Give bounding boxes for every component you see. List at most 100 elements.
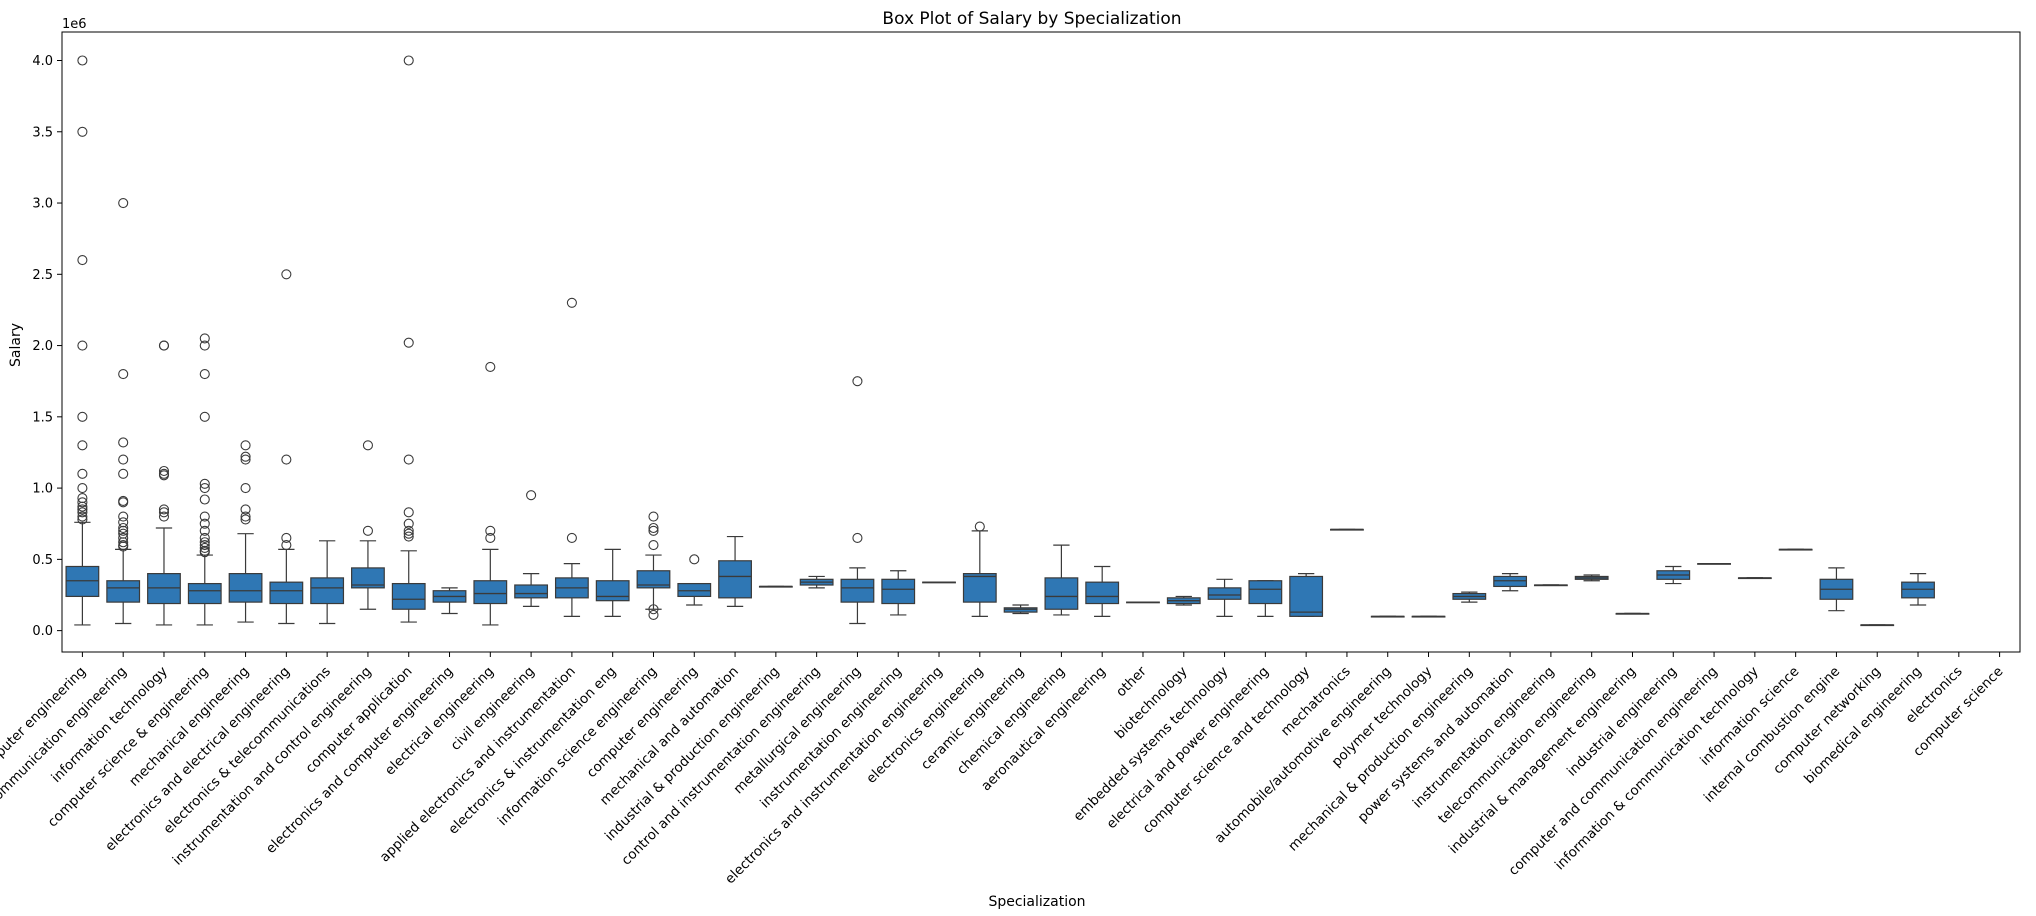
x-axis-label: Specialization <box>988 894 1085 910</box>
x-tick-label: other <box>1113 663 1150 700</box>
box-group <box>187 333 222 626</box>
outlier-point <box>77 501 88 512</box>
outlier-point <box>485 525 496 536</box>
box-group <box>391 55 426 623</box>
outlier-point <box>648 609 659 620</box>
outlier-point <box>199 369 210 380</box>
box-group <box>840 376 875 625</box>
box <box>1085 581 1120 605</box>
outlier-point <box>118 497 129 508</box>
box-group <box>1819 567 1854 612</box>
outlier-point <box>158 340 170 351</box>
box <box>840 578 875 603</box>
box <box>718 560 752 599</box>
box <box>595 580 630 602</box>
outlier-point <box>77 514 88 525</box>
box <box>228 573 263 603</box>
outlier-point <box>689 554 700 565</box>
box-group <box>595 548 630 617</box>
outlier-point <box>240 511 251 522</box>
y-tick-label: 0.0 <box>32 624 53 639</box>
outlier-point <box>362 525 373 536</box>
outlier-point <box>281 454 292 465</box>
outlier-point <box>974 521 985 532</box>
outlier-point <box>77 55 88 66</box>
y-tick-label: 1.0 <box>32 482 53 497</box>
outlier-point <box>118 369 129 380</box>
outlier-point <box>199 540 210 551</box>
box <box>962 573 997 603</box>
box-group <box>799 575 834 589</box>
outlier-point <box>852 376 863 387</box>
outlier-point <box>566 532 577 544</box>
box <box>269 581 304 605</box>
box <box>1044 577 1079 610</box>
outlier-point <box>118 511 129 522</box>
outlier-point <box>199 542 210 554</box>
box-group <box>106 197 141 625</box>
box-group <box>1003 604 1038 615</box>
outlier-point <box>240 451 251 462</box>
box <box>1289 575 1324 617</box>
outlier-point <box>281 532 292 544</box>
box-group <box>636 511 671 620</box>
y-tick-label: 2.5 <box>32 268 53 283</box>
box-group <box>554 297 589 617</box>
box-group <box>1085 565 1120 617</box>
box <box>1003 607 1038 613</box>
outlier-point <box>281 540 292 551</box>
box-group <box>351 440 385 610</box>
box-group <box>269 269 304 625</box>
box <box>473 580 508 605</box>
box-group <box>1615 612 1650 615</box>
outlier-point <box>77 126 88 137</box>
box-group <box>1533 584 1568 587</box>
outlier-point <box>240 483 251 494</box>
x-tick-label: industrial & management engineering <box>1446 664 1640 858</box>
outlier-point <box>199 518 210 529</box>
plot-frame <box>61 31 2021 653</box>
box <box>106 580 141 603</box>
box-group <box>1737 577 1772 580</box>
outlier-point <box>199 340 210 351</box>
outlier-point <box>240 440 251 451</box>
outlier-point <box>362 440 373 451</box>
box-group <box>922 581 956 584</box>
box-group <box>881 570 916 616</box>
outlier-point <box>158 465 170 477</box>
outlier-point <box>403 525 414 536</box>
outlier-point <box>77 483 88 494</box>
box <box>65 565 100 598</box>
x-tick-label: electronics and computer engineering <box>263 664 456 857</box>
box <box>1248 580 1283 605</box>
box <box>351 567 385 589</box>
box-group <box>1574 574 1609 582</box>
y-tick-label: 2.0 <box>32 339 53 354</box>
box-group <box>677 554 712 606</box>
outlier-point <box>77 411 88 422</box>
box <box>881 578 916 605</box>
box <box>677 582 712 598</box>
outlier-point <box>403 55 414 66</box>
box-group <box>1656 565 1691 585</box>
box <box>147 573 181 605</box>
box-group <box>1126 601 1160 604</box>
box <box>1493 575 1528 588</box>
box-group <box>432 587 467 615</box>
outlier-point <box>403 454 414 465</box>
box-group <box>310 540 345 625</box>
box <box>187 582 222 605</box>
box-group <box>1248 580 1283 617</box>
outlier-point <box>240 454 251 465</box>
y-axis-label: Salary <box>8 323 24 367</box>
box-group <box>1452 591 1487 603</box>
outlier-point <box>77 440 88 451</box>
y-axis: 0.0 0.5 1.0 1.5 2.0 2.5 3.0 3.5 4.0 <box>32 54 62 639</box>
outlier-point <box>158 511 170 522</box>
box-group <box>228 440 263 623</box>
box-group <box>1697 562 1731 565</box>
box-group <box>962 521 997 617</box>
outlier-point <box>199 483 210 494</box>
